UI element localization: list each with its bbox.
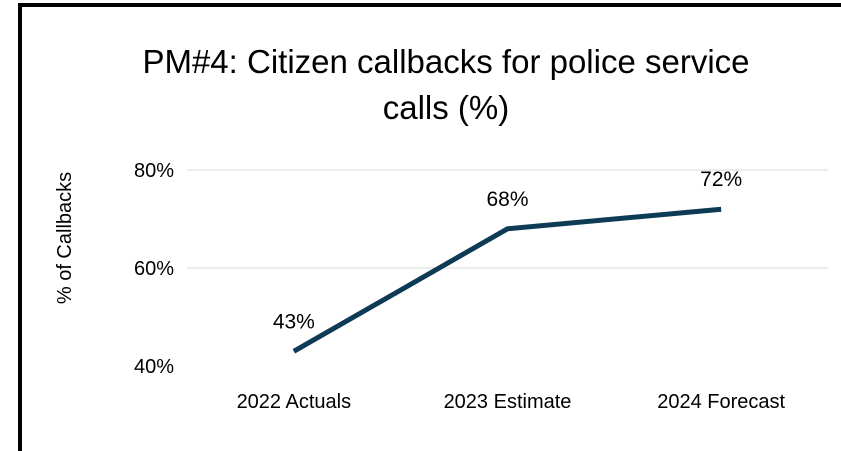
x-tick-labels: 2022 Actuals 2023 Estimate 2024 Forecast	[237, 391, 786, 413]
x-tick-label-3: 2024 Forecast	[657, 391, 785, 413]
data-label-3: 72%	[700, 168, 742, 191]
data-label-1: 43%	[273, 310, 315, 333]
chart-title-line-2: calls (%)	[383, 89, 510, 126]
y-tick-label-80: 80%	[134, 160, 174, 182]
chart-title-line-1: PM#4: Citizen callbacks for police servi…	[142, 43, 749, 80]
y-tick-label-60: 60%	[134, 258, 174, 280]
data-labels: 43% 68% 72%	[273, 168, 742, 333]
y-axis-label: % of Callbacks	[54, 172, 76, 304]
chart-title: PM#4: Citizen callbacks for police servi…	[142, 43, 749, 126]
series-line-1	[292, 206, 722, 354]
gridlines	[187, 169, 828, 269]
y-tick-label-40: 40%	[134, 356, 174, 378]
series-layer	[292, 206, 722, 354]
data-label-2: 68%	[486, 188, 528, 211]
x-tick-label-2: 2023 Estimate	[444, 391, 572, 413]
x-tick-label-1: 2022 Actuals	[237, 391, 352, 413]
y-tick-labels: 40% 60% 80%	[134, 160, 174, 378]
